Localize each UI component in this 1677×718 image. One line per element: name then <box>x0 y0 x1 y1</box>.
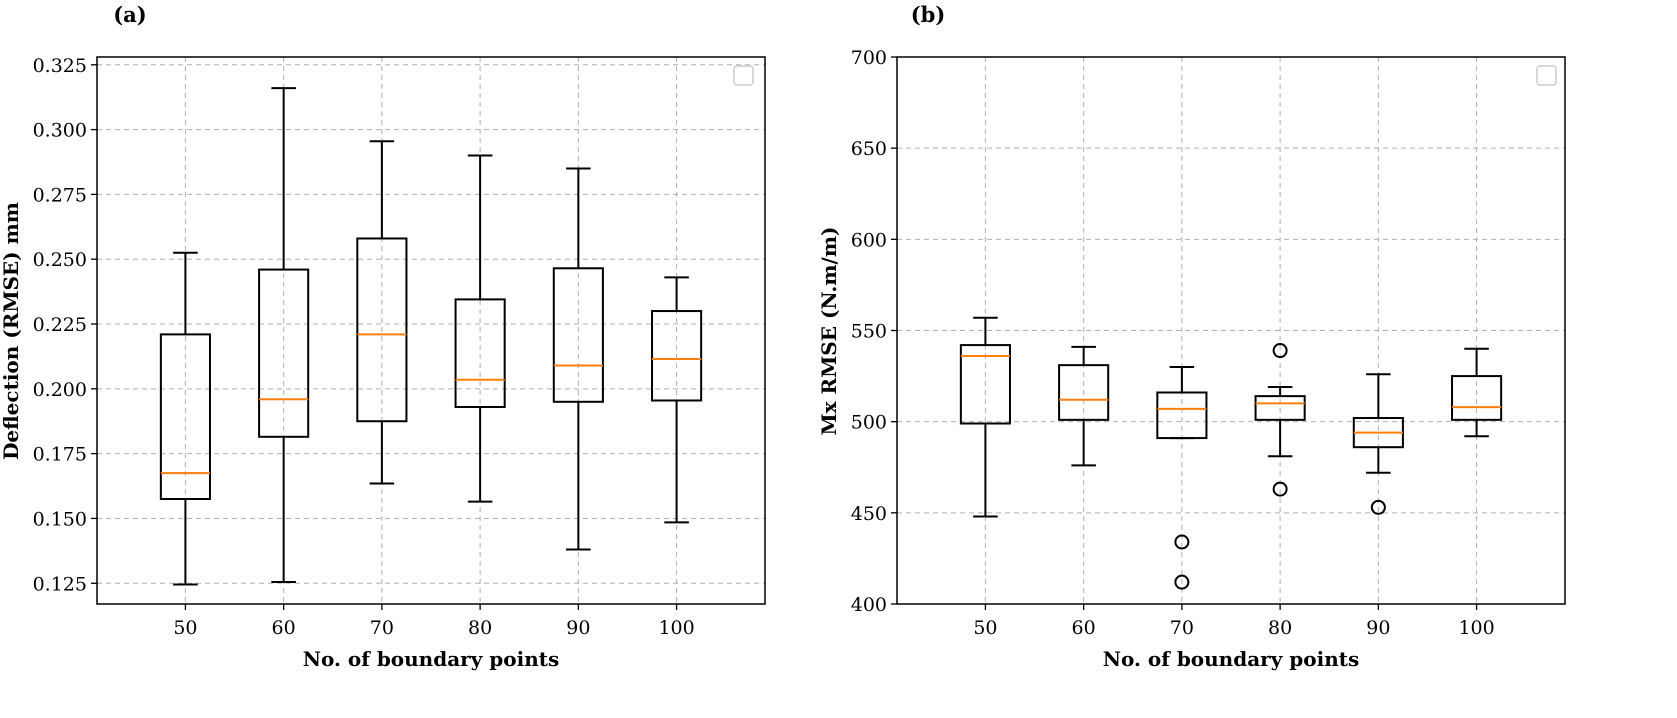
box-plot-70 <box>1156 365 1208 590</box>
grid-lines <box>897 57 1565 604</box>
y-tick-label: 550 <box>851 321 887 343</box>
x-tick-label: 100 <box>1458 617 1494 639</box>
x-tick-label: 50 <box>173 617 197 639</box>
axis-ticks: 400 450 500 550 600 650 700 50 60 70 80 90 100 <box>851 47 1495 639</box>
legend <box>733 65 754 86</box>
x-tick-label: 90 <box>1366 617 1390 639</box>
chart-panel-a: (a) 0.1250.1500.1750.2000.2250.2500.2750… <box>0 2 766 671</box>
x-tick-label: 90 <box>566 617 590 639</box>
box-plot-50 <box>159 251 211 586</box>
x-tick-label: 60 <box>1072 617 1096 639</box>
y-tick-label: 400 <box>851 594 887 616</box>
outlier-point <box>1174 534 1190 550</box>
iqr-box <box>258 268 310 438</box>
iqr-box <box>356 237 408 423</box>
y-tick-label: 700 <box>851 47 887 69</box>
iqr-box <box>454 298 506 408</box>
y-tick-label: 600 <box>851 229 887 251</box>
y-tick-label: 500 <box>851 412 887 434</box>
y-tick-label: 0.225 <box>33 314 87 336</box>
iqr-box <box>1058 364 1110 421</box>
box-plots <box>959 316 1503 590</box>
y-tick-label: 0.150 <box>33 508 87 530</box>
outlier-point <box>1174 574 1190 590</box>
y-tick-label: 0.325 <box>33 55 87 77</box>
y-tick-label: 0.200 <box>33 379 87 401</box>
panel-label: (b) <box>911 2 946 27</box>
y-tick-label: 450 <box>851 503 887 525</box>
panel-label: (a) <box>113 2 146 27</box>
x-tick-label: 60 <box>272 617 296 639</box>
box-plots <box>159 87 703 586</box>
box-plot-90 <box>1352 373 1404 515</box>
x-tick-label: 100 <box>658 617 694 639</box>
box-plot-60 <box>258 87 310 583</box>
iqr-box <box>552 267 604 403</box>
x-tick-label: 80 <box>468 617 492 639</box>
chart-panel-b: (b) 400 450 500 550 600 650 700 50 60 70 80 90 100 N… <box>817 2 1566 671</box>
outlier-point <box>1272 343 1288 359</box>
box-plot-100 <box>1451 347 1503 438</box>
x-tick-label: 70 <box>1170 617 1194 639</box>
x-axis-label: No. of boundary points <box>303 647 560 671</box>
box-plot-80 <box>1254 343 1306 497</box>
y-tick-label: 0.175 <box>33 444 87 466</box>
y-tick-label: 0.300 <box>33 120 87 142</box>
y-tick-label: 0.275 <box>33 184 87 206</box>
box-plot-90 <box>552 167 604 551</box>
legend <box>1536 65 1557 86</box>
x-tick-label: 50 <box>973 617 997 639</box>
iqr-box <box>1254 395 1306 421</box>
y-tick-label: 650 <box>851 138 887 160</box>
box-plot-80 <box>454 154 506 503</box>
outlier-point <box>1272 481 1288 497</box>
axis-ticks: 0.125 0.150 0.175 0.200 0.225 0.250 0.275 0.300… <box>33 55 695 639</box>
iqr-box <box>1156 391 1208 440</box>
y-tick-label: 0.125 <box>33 573 87 595</box>
grid-lines <box>97 57 765 604</box>
x-axis-label: No. of boundary points <box>1103 647 1360 671</box>
iqr-box <box>159 333 211 501</box>
box-plot-60 <box>1058 345 1110 467</box>
iqr-box <box>959 344 1011 425</box>
iqr-box <box>1451 375 1503 421</box>
box-plot-100 <box>651 276 703 524</box>
y-axis-label: Deflection (RMSE) mm <box>0 202 23 460</box>
x-tick-label: 80 <box>1268 617 1292 639</box>
y-tick-label: 0.250 <box>33 249 87 271</box>
box-plot-50 <box>959 316 1011 518</box>
box-plot-70 <box>356 140 408 485</box>
plot-frame <box>96 56 766 605</box>
iqr-box <box>651 310 703 402</box>
x-tick-label: 70 <box>370 617 394 639</box>
y-axis-label: Mx RMSE (N.m/m) <box>817 227 841 436</box>
outlier-point <box>1370 499 1386 515</box>
